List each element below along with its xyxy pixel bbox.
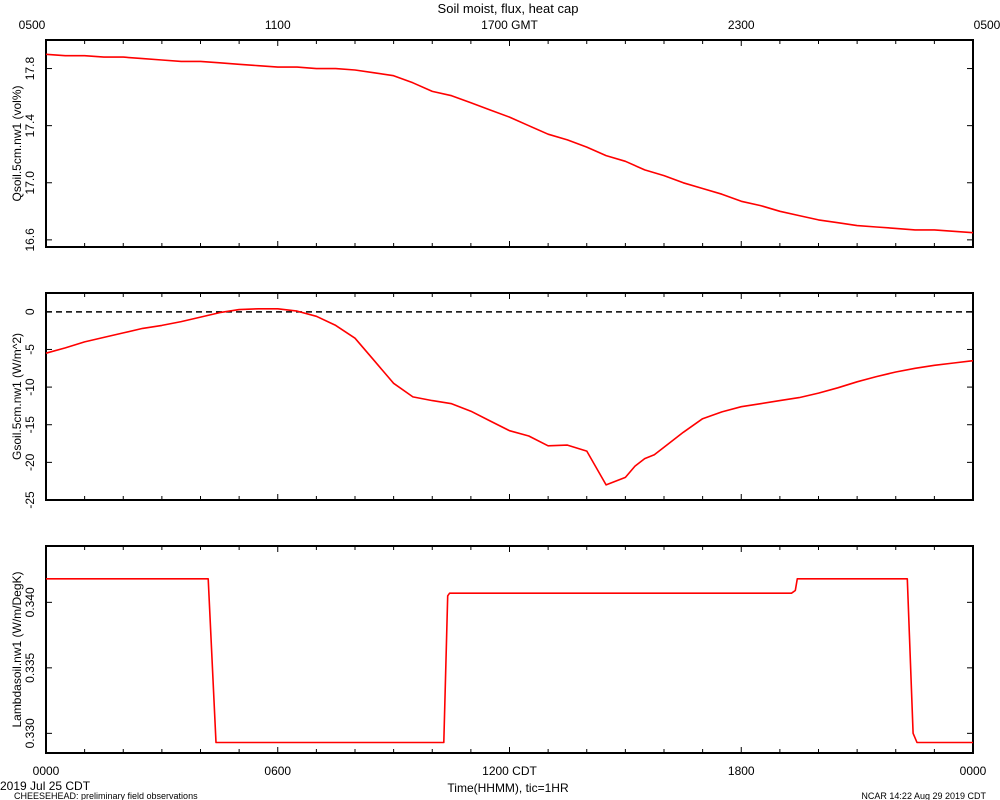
top-tick-label: 0500	[19, 18, 46, 32]
y-tick-label: 17.4	[23, 114, 37, 138]
y-tick-label: -15	[23, 416, 37, 434]
y-tick-label: 0.340	[23, 587, 37, 617]
y-tick-label: 0.330	[23, 718, 37, 748]
bottom-axis-tick-labels: 0000 0600 1200 CDT 1800 0000	[33, 764, 987, 778]
y-axis-label: Qsoil.5cm.nw1 (vol%)	[10, 85, 24, 201]
top-tick-label: 0500	[974, 18, 1000, 32]
y-tick-label: 16.6	[23, 228, 37, 252]
series-line	[45, 307, 974, 486]
bottom-tick-label: 1200 CDT	[482, 764, 537, 778]
series-line	[45, 53, 974, 234]
footer-right: NCAR 14:22 Aug 29 2019 CDT	[861, 791, 986, 800]
plot-frame	[45, 39, 974, 248]
y-tick-label: -25	[23, 491, 37, 509]
top-tick-label: 1700 GMT	[481, 18, 538, 32]
x-axis-label: Time(HHMM), tic=1HR	[447, 781, 569, 795]
y-tick-label: 17.0	[23, 171, 37, 195]
y-tick-label: -20	[23, 453, 37, 471]
plot-frame	[45, 545, 974, 754]
y-axis-label: Gsoil.5cm.nw1 (W/m^2)	[10, 333, 24, 460]
y-tick-label: 0.335	[23, 653, 37, 683]
bottom-tick-label: 0600	[264, 764, 291, 778]
y-axis-label: Lambdasoil.nw1 (W/m/DegK)	[10, 571, 24, 727]
plot-frame	[45, 292, 974, 501]
top-axis-tick-labels: 0500 1100 1700 GMT 2300 0500	[19, 18, 1000, 32]
figure-title: Soil moist, flux, heat cap	[438, 1, 579, 16]
bottom-tick-label: 1800	[728, 764, 755, 778]
y-tick-label: -5	[23, 344, 37, 355]
y-tick-label: 0	[23, 308, 37, 315]
y-tick-label: 17.8	[23, 57, 37, 81]
bottom-tick-label: 0000	[33, 764, 60, 778]
footer-left: CHEESEHEAD: preliminary field observatio…	[14, 791, 198, 800]
series-line	[46, 577, 973, 744]
soil-heat-flux-panel: 0 -5 -10 -15 -20 -25 Gsoil.5cm.nw1 (W/m^2)	[10, 292, 974, 509]
top-tick-label: 2300	[728, 18, 755, 32]
date-label: 2019 Jul 25 CDT	[0, 779, 91, 793]
soil-moisture-panel: 16.6 17.0 17.4 17.8 Qsoil.5cm.nw1 (vol%)	[10, 39, 974, 252]
y-tick-label: -10	[23, 378, 37, 396]
top-tick-label: 1100	[265, 18, 291, 32]
bottom-tick-label: 0000	[960, 764, 987, 778]
